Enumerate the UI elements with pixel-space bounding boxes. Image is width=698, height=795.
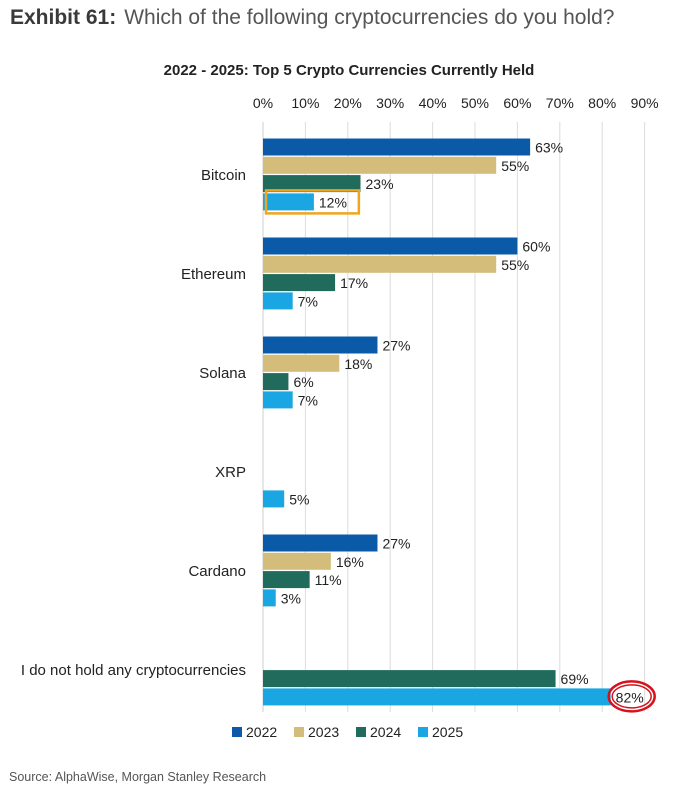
- data-label: 18%: [344, 356, 372, 372]
- bar-2025: [263, 490, 285, 508]
- x-tick-label: 80%: [588, 95, 616, 111]
- bar-2022: [263, 336, 378, 354]
- data-label: 63%: [535, 140, 563, 156]
- legend-swatch-2024: [356, 727, 366, 737]
- legend-label-2025: 2025: [432, 724, 463, 740]
- bar-2022: [263, 138, 531, 156]
- category-label: I do not hold any cryptocurrencies: [21, 662, 246, 679]
- data-label: 60%: [522, 239, 550, 255]
- data-label: 17%: [340, 275, 368, 291]
- x-tick-label: 0%: [253, 95, 273, 111]
- category-label: XRP: [215, 464, 246, 481]
- bar-2023: [263, 354, 340, 372]
- data-label: 27%: [382, 338, 410, 354]
- data-label: 12%: [319, 194, 347, 210]
- bar-2023: [263, 156, 497, 174]
- data-label: 69%: [561, 671, 589, 687]
- highlight-box: [264, 189, 361, 215]
- x-tick-label: 60%: [503, 95, 531, 111]
- x-tick-label: 70%: [546, 95, 574, 111]
- legend-swatch-2025: [418, 727, 428, 737]
- data-label: 82%: [616, 689, 644, 705]
- bar-2025: [263, 688, 611, 706]
- bar-2023: [263, 552, 331, 570]
- legend-swatch-2023: [294, 727, 304, 737]
- x-tick-label: 10%: [291, 95, 319, 111]
- bar-2022: [263, 534, 378, 552]
- legend-label-2024: 2024: [370, 724, 401, 740]
- data-label: 16%: [336, 554, 364, 570]
- highlight-circle-outer: [607, 680, 656, 713]
- bar-2024: [263, 175, 361, 193]
- category-label: Ethereum: [181, 266, 246, 283]
- data-label: 7%: [298, 293, 318, 309]
- bar-2024: [263, 373, 289, 391]
- source-note: Source: AlphaWise, Morgan Stanley Resear…: [9, 770, 267, 784]
- category-label: Solana: [199, 365, 246, 382]
- bar-2024: [263, 274, 336, 292]
- exhibit-label: Exhibit 61:: [10, 6, 117, 29]
- data-label: 27%: [382, 536, 410, 552]
- bar-2025: [263, 391, 293, 409]
- bar-2025: [263, 193, 314, 211]
- legend-label-2023: 2023: [308, 724, 339, 740]
- exhibit-header: Exhibit 61: Which of the following crypto…: [10, 6, 694, 30]
- legend-label-2022: 2022: [246, 724, 277, 740]
- legend-swatch-2022: [232, 727, 242, 737]
- x-tick-label: 90%: [631, 95, 659, 111]
- bar-2022: [263, 237, 518, 255]
- x-tick-label: 40%: [419, 95, 447, 111]
- bar-2023: [263, 255, 497, 273]
- category-label: Cardano: [188, 563, 246, 580]
- bar-2025: [263, 589, 276, 607]
- category-label: Bitcoin: [201, 167, 246, 184]
- data-label: 11%: [315, 572, 342, 588]
- x-tick-label: 30%: [376, 95, 404, 111]
- data-label: 6%: [293, 374, 313, 390]
- data-label: 55%: [501, 257, 529, 273]
- highlight-circle-inner: [611, 684, 652, 709]
- bar-2025: [263, 292, 293, 310]
- data-label: 55%: [501, 158, 529, 174]
- data-label: 3%: [281, 590, 301, 606]
- data-label: 7%: [298, 392, 318, 408]
- data-label: 23%: [366, 176, 394, 192]
- bar-2024: [263, 571, 310, 589]
- chart-title: 2022 - 2025: Top 5 Crypto Currencies Cur…: [163, 62, 535, 79]
- data-label: 5%: [289, 491, 309, 507]
- bar-2024: [263, 670, 556, 688]
- exhibit-question: Which of the following cryptocurrencies …: [124, 6, 615, 29]
- x-tick-label: 20%: [334, 95, 362, 111]
- x-tick-label: 50%: [461, 95, 489, 111]
